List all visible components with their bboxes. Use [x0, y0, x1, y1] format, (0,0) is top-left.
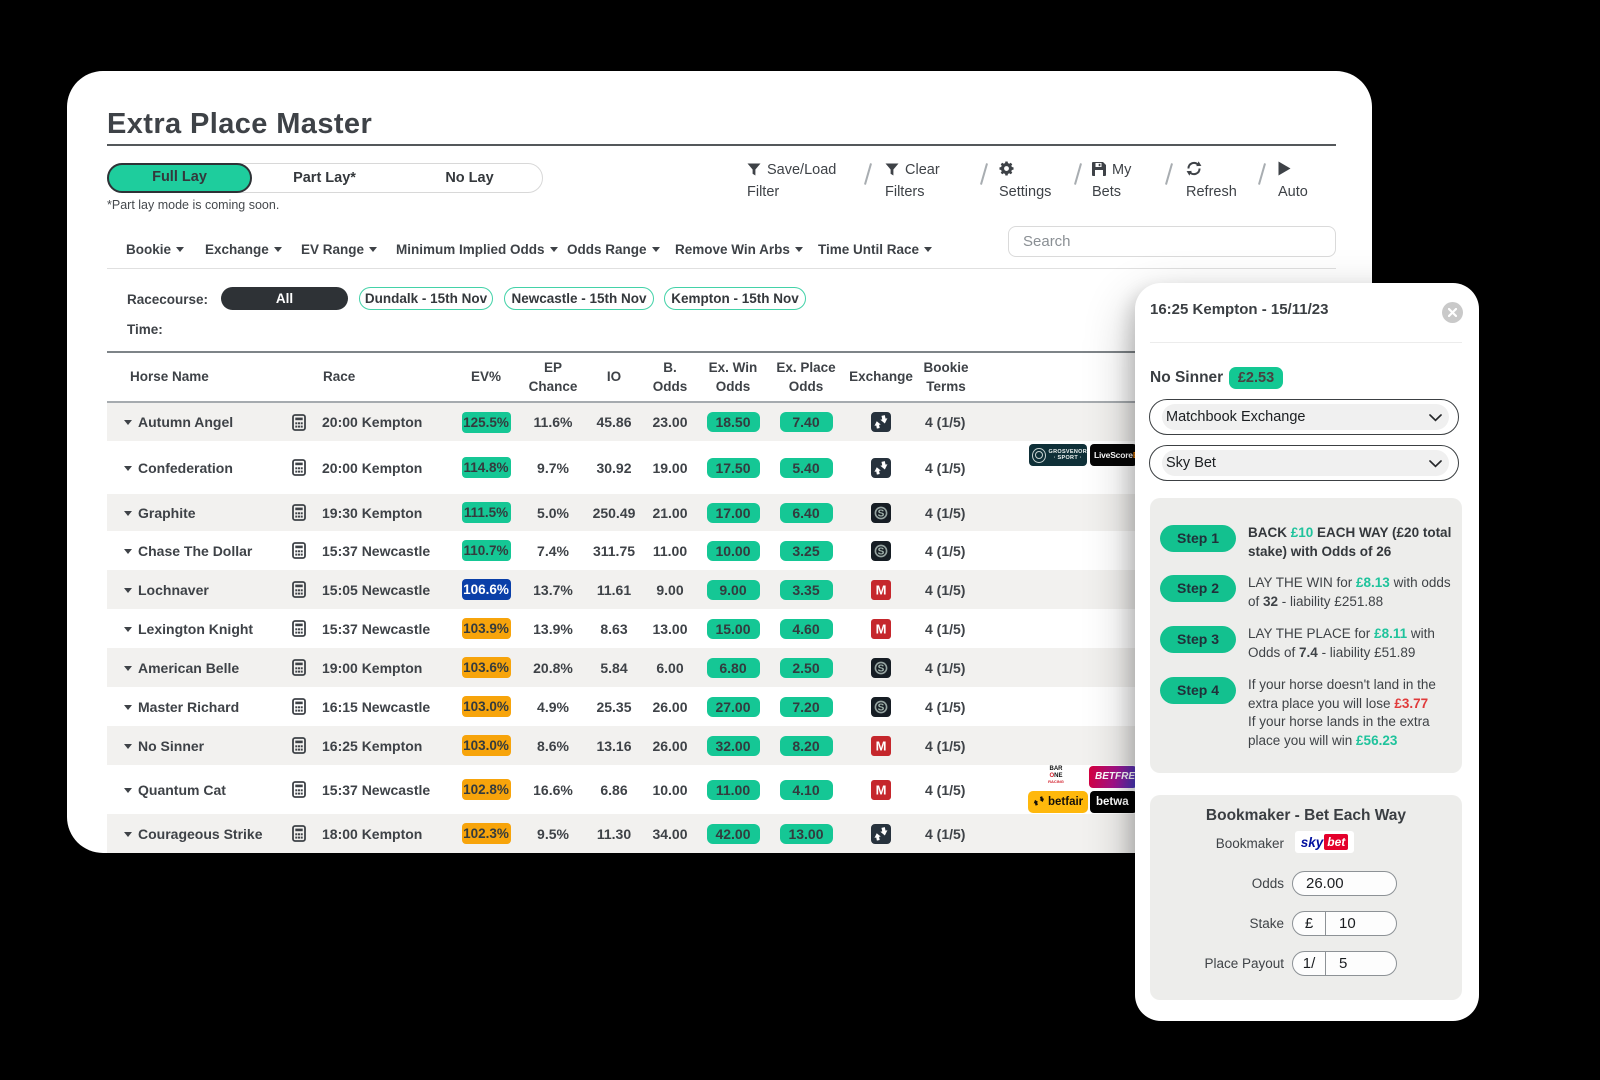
svg-text:M: M — [876, 738, 887, 753]
svg-text:M: M — [876, 582, 887, 597]
svg-text:M: M — [876, 782, 887, 797]
svg-text:M: M — [876, 621, 887, 636]
svg-text:S: S — [878, 546, 885, 557]
svg-text:S: S — [878, 508, 885, 519]
svg-text:S: S — [878, 663, 885, 674]
svg-text:S: S — [878, 702, 885, 713]
